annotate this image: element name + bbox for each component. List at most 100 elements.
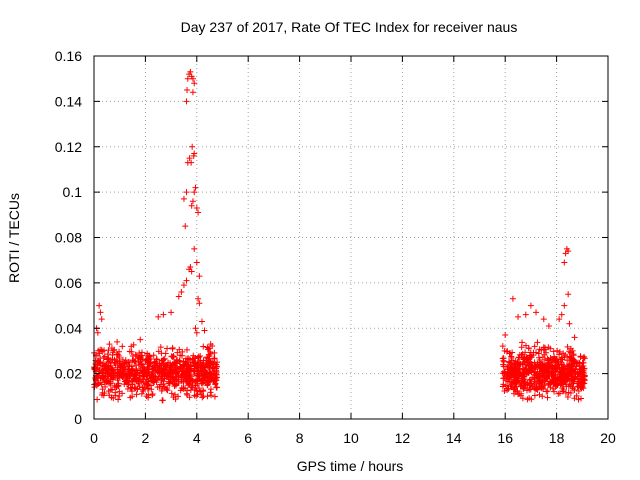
data-point (542, 381, 549, 388)
data-point (159, 370, 166, 377)
data-point (188, 159, 195, 166)
data-point (209, 343, 216, 350)
x-tick-label: 12 (395, 430, 411, 446)
data-point (545, 369, 552, 376)
data-point (531, 371, 538, 378)
data-point (580, 359, 587, 366)
data-point (581, 377, 588, 384)
data-point (198, 318, 205, 325)
data-point (559, 388, 566, 395)
data-point (518, 390, 525, 397)
data-point (169, 344, 176, 351)
data-point (194, 354, 201, 361)
data-point (556, 351, 563, 358)
axis-ticks: 0 2 4 6 8 10 12 14 16 18 20 0 0.02 0.04 0.06 0.08 0.1 0.1… (55, 48, 616, 446)
data-point (164, 387, 171, 394)
data-point (168, 309, 175, 316)
data-point (133, 391, 140, 398)
data-point (180, 358, 187, 365)
data-point (559, 385, 566, 392)
data-point (97, 379, 104, 386)
data-point (567, 390, 574, 397)
data-point (149, 391, 156, 398)
data-point (115, 383, 122, 390)
data-point (551, 388, 558, 395)
data-point (554, 355, 561, 362)
data-point (154, 376, 161, 383)
data-point (156, 383, 163, 390)
data-point (145, 394, 152, 401)
data-point (500, 381, 507, 388)
data-point (211, 393, 218, 400)
data-point (541, 377, 548, 384)
data-point (509, 295, 516, 302)
data-point (107, 380, 114, 387)
data-point (556, 348, 563, 355)
data-point (544, 388, 551, 395)
data-point (544, 394, 551, 401)
data-point (551, 379, 558, 386)
data-point (527, 302, 534, 309)
data-point (547, 378, 554, 385)
data-point (198, 368, 205, 375)
data-point (150, 379, 157, 386)
data-point (532, 386, 539, 393)
data-point (168, 390, 175, 397)
data-point (558, 380, 565, 387)
data-point (137, 336, 144, 343)
data-point (550, 358, 557, 365)
data-point (141, 370, 148, 377)
data-point (528, 360, 535, 367)
data-point (512, 364, 519, 371)
data-point (160, 366, 167, 373)
data-point (204, 381, 211, 388)
data-point (169, 353, 176, 360)
x-tick-label: 18 (549, 430, 565, 446)
data-point (538, 378, 545, 385)
x-tick-label: 4 (193, 430, 201, 446)
data-point (562, 368, 569, 375)
data-point (95, 359, 102, 366)
data-point (191, 80, 198, 87)
chart-title: Day 237 of 2017, Rate Of TEC Index for r… (181, 19, 518, 35)
data-point (99, 389, 106, 396)
x-tick-label: 0 (90, 430, 98, 446)
data-point (579, 369, 586, 376)
data-point (114, 351, 121, 358)
data-point (122, 378, 129, 385)
data-point (136, 383, 143, 390)
data-point (560, 362, 567, 369)
data-point (522, 342, 529, 349)
data-point (189, 75, 196, 82)
data-point (555, 390, 562, 397)
data-point (204, 393, 211, 400)
data-point (508, 360, 515, 367)
y-tick-label: 0.12 (55, 139, 82, 155)
data-point (180, 378, 187, 385)
data-point (186, 155, 193, 162)
data-point (211, 355, 218, 362)
y-tick-label: 0.14 (55, 93, 82, 109)
data-point (175, 378, 182, 385)
data-point (127, 372, 134, 379)
x-tick-label: 20 (600, 430, 616, 446)
data-point (527, 380, 534, 387)
data-point (534, 339, 541, 346)
data-point (185, 376, 192, 383)
data-point (191, 365, 198, 372)
data-point (177, 365, 184, 372)
data-point (565, 291, 572, 298)
data-point (140, 379, 147, 386)
data-point (111, 359, 118, 366)
data-point (121, 360, 128, 367)
data-point (196, 273, 203, 280)
data-point (521, 367, 528, 374)
data-point (513, 383, 520, 390)
data-point (525, 366, 532, 373)
data-point (199, 394, 206, 401)
data-point (191, 245, 198, 252)
x-tick-label: 10 (343, 430, 359, 446)
data-point (572, 365, 579, 372)
